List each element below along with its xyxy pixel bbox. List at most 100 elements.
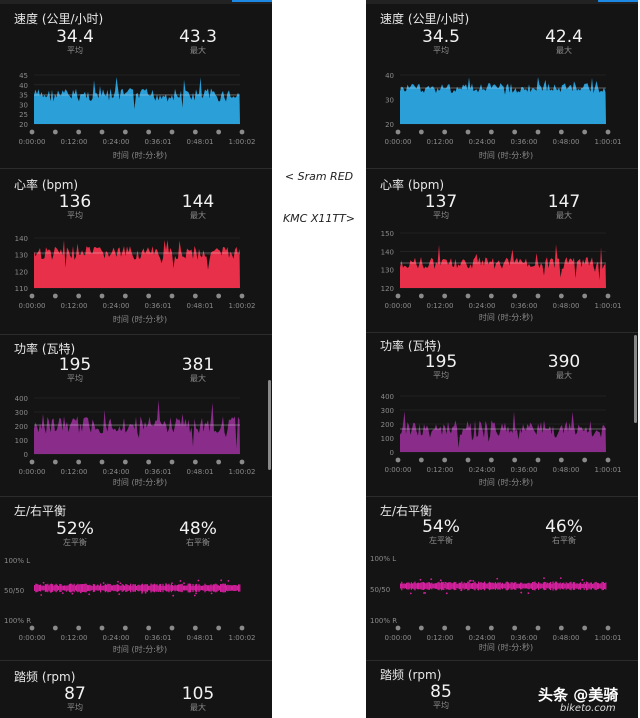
x-tick-dot — [239, 459, 245, 465]
power-chart: 400 300 200 100 0 0:00:00 0:12:00 0:24:00 0:36:0… — [381, 393, 622, 474]
y-tick-label: 0 — [24, 451, 28, 459]
x-tick-label: 0:48:00 — [553, 466, 580, 474]
power-section: 功率 (瓦特) 195 平均 390 最大 400 300 200 100 0 0:00:… — [366, 332, 638, 496]
max-label: 最大 — [556, 211, 572, 220]
x-tick-label: 0:00:00 — [19, 138, 46, 146]
x-tick-dot — [605, 293, 611, 299]
x-tick-dot — [535, 625, 541, 631]
avg-value: 87 — [64, 684, 86, 704]
data-area — [34, 240, 240, 288]
scrollbar[interactable] — [634, 335, 637, 423]
data-area — [400, 77, 606, 124]
x-tick-dot — [239, 129, 245, 135]
x-tick-dot — [582, 129, 588, 135]
x-tick-dot — [512, 129, 518, 135]
avg-label: 左平衡 — [429, 536, 453, 545]
x-tick-label: 0:12:00 — [427, 634, 454, 642]
y-tick-label: 100% R — [4, 617, 31, 625]
y-tick-label: 300 — [381, 407, 394, 415]
max-value: 381 — [181, 355, 215, 375]
y-tick-label: 140 — [381, 248, 394, 256]
section-title: 功率 (瓦特) — [14, 342, 76, 356]
x-tick-dot — [29, 625, 35, 631]
x-tick-dot — [192, 625, 198, 631]
left-activity-panel[interactable]: 速度 (公里/小时) 34.4 平均 43.3 最大 45 40 35 30 25 20 0… — [0, 0, 272, 718]
x-tick-dot — [418, 293, 424, 299]
y-tick-label: 0 — [390, 449, 394, 457]
scrollbar[interactable] — [268, 380, 271, 470]
y-tick-label: 25 — [19, 111, 28, 119]
watermark: 头条 @美骑 — [538, 686, 619, 704]
x-tick-label: 0:24:00 — [469, 466, 496, 474]
x-tick-label: 0:12:00 — [427, 466, 454, 474]
x-tick-dot — [488, 457, 494, 463]
y-tick-label: 30 — [385, 97, 394, 105]
divider — [366, 332, 638, 333]
avg-label: 平均 — [67, 703, 83, 712]
section-title: 速度 (公里/小时) — [380, 12, 470, 26]
y-tick-label: 300 — [15, 409, 28, 417]
cadence-section: 踏频 (rpm) 85 平均 头条 @美骑 biketo.com — [366, 660, 638, 718]
x-tick-dot — [418, 457, 424, 463]
x-tick-label: 0:00:00 — [19, 302, 46, 310]
x-tick-dot — [395, 625, 401, 631]
y-tick-label: 110 — [15, 285, 28, 293]
y-tick-label: 100% R — [370, 617, 397, 625]
x-tick-dot — [216, 293, 222, 299]
x-tick-dot — [605, 457, 611, 463]
x-tick-label: 0:00:00 — [385, 634, 412, 642]
x-tick-label: 0:48:00 — [553, 302, 580, 310]
x-tick-label: 0:24:00 — [103, 138, 130, 146]
active-tab-indicator — [232, 0, 272, 2]
y-tick-label: 100 — [381, 435, 394, 443]
right-activity-panel[interactable]: 速度 (公里/小时) 34.5 平均 42.4 最大 40 30 20 0:00:00… — [366, 0, 638, 718]
x-tick-dot — [29, 129, 35, 135]
x-tick-dot — [216, 459, 222, 465]
avg-value: 34.5 — [422, 27, 460, 47]
x-tick-label: 0:00:00 — [385, 302, 412, 310]
x-axis-title: 时间 (时:分:秒) — [478, 313, 534, 322]
y-tick-label: 50/50 — [4, 587, 24, 595]
avg-label: 左平衡 — [63, 538, 87, 547]
speed-chart: 40 30 20 0:00:00 0:12:00 0:24:00 0:36:00 0:48:0… — [385, 72, 622, 146]
x-tick-dot — [488, 625, 494, 631]
avg-label: 平均 — [67, 374, 83, 383]
watermark-site: biketo.com — [560, 703, 616, 714]
avg-label: 平均 — [433, 46, 449, 55]
x-tick-dot — [558, 129, 564, 135]
x-tick-dot — [169, 129, 175, 135]
x-tick-dot — [76, 129, 82, 135]
heart-rate-chart: 140 130 120 110 0:00:00 0:12:00 0:24:00 0:36:01… — [15, 235, 256, 310]
avg-label: 平均 — [67, 211, 83, 220]
max-value: 48% — [179, 519, 217, 539]
x-tick-dot — [442, 457, 448, 463]
x-tick-dot — [512, 457, 518, 463]
x-tick-dot — [558, 457, 564, 463]
x-tick-label: 0:24:00 — [469, 634, 496, 642]
x-tick-label: 1:00:01 — [595, 302, 622, 310]
x-tick-label: 0:00:00 — [19, 634, 46, 642]
x-axis-title: 时间 (时:分:秒) — [112, 645, 168, 654]
x-tick-dot — [442, 625, 448, 631]
x-tick-label: 0:36:00 — [511, 634, 538, 642]
section-title: 踏频 (rpm) — [14, 670, 76, 684]
balance-band — [400, 577, 607, 595]
x-tick-label: 0:24:00 — [469, 138, 496, 146]
max-value: 42.4 — [545, 27, 583, 47]
x-tick-dot — [216, 129, 222, 135]
x-tick-label: 0:24:00 — [103, 302, 130, 310]
data-area — [34, 77, 240, 124]
avg-value: 54% — [422, 517, 460, 537]
power-section: 功率 (瓦特) 195 平均 381 最大 400 300 200 100 0 0:00:… — [0, 334, 272, 496]
x-tick-dot — [442, 129, 448, 135]
x-tick-dot — [535, 457, 541, 463]
x-tick-label: 0:48:01 — [187, 302, 214, 310]
x-tick-label: 0:36:01 — [145, 302, 172, 310]
y-tick-label: 20 — [385, 121, 394, 129]
x-tick-dot — [488, 293, 494, 299]
x-tick-dot — [52, 459, 58, 465]
x-tick-dot — [99, 625, 105, 631]
x-tick-label: 1:00:02 — [229, 302, 256, 310]
x-tick-dot — [52, 625, 58, 631]
